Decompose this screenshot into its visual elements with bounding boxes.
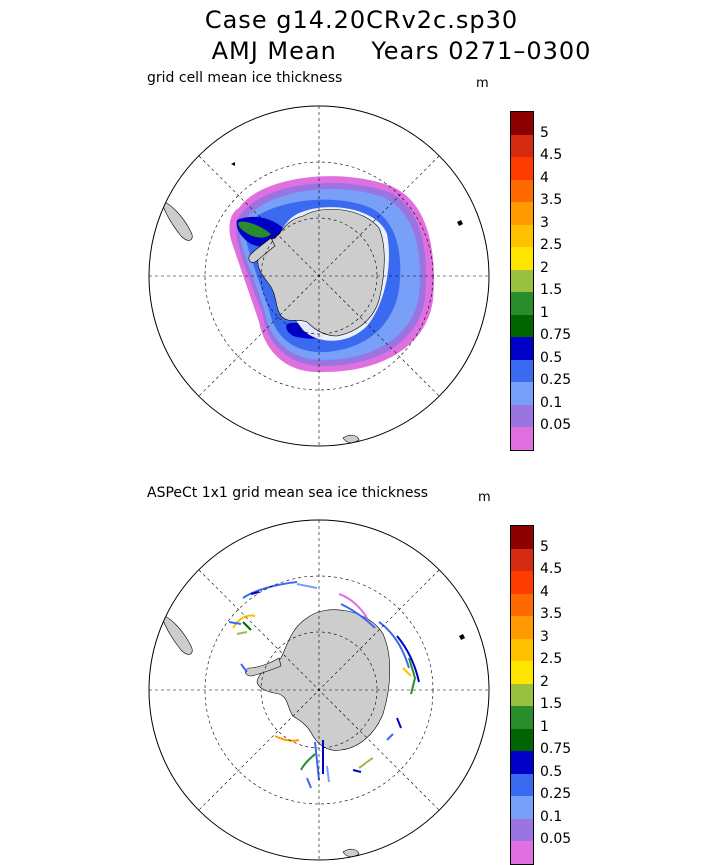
colorbar-tick-label: 1.5 (540, 282, 563, 298)
colorbar-tick-label: 0.5 (540, 763, 563, 780)
colorbar-tick-label: 3 (540, 628, 549, 645)
colorbar-swatch (511, 818, 533, 841)
colorbar-tick-label: 5 (540, 124, 549, 141)
colorbar-swatch (511, 728, 533, 751)
south-america-land (160, 613, 193, 655)
colorbar-swatch (511, 337, 533, 360)
colorbar-swatch (511, 751, 533, 774)
colorbar-swatch (511, 157, 533, 180)
colorbar-tick-label: 0.1 (540, 808, 563, 825)
colorbar-swatch (511, 359, 533, 382)
colorbar-tick-label: 2.5 (540, 237, 563, 253)
colorbar-swatch (511, 427, 533, 450)
colorbar-tick-label: 0.5 (540, 349, 563, 366)
colorbar-swatch (511, 571, 533, 594)
colorbar-tick-label: 4 (540, 583, 549, 600)
colorbar-tick-label: 1 (540, 718, 549, 735)
colorbar-tick-label: 0.75 (540, 741, 572, 757)
colorbar-tick-label: 0.25 (540, 786, 572, 802)
colorbar-tick-label: 0.25 (540, 372, 572, 388)
colorbar-tick-label: 4.5 (540, 561, 563, 577)
panel-2-label: ASPeCt 1x1 grid mean sea ice thickness (147, 485, 429, 501)
ice-green-weddell (238, 221, 271, 238)
panel-2-unit: m (478, 490, 491, 505)
colorbar-swatch (511, 638, 533, 661)
colorbar-swatch (511, 247, 533, 270)
colorbar-tick-label: 4.5 (540, 147, 563, 163)
colorbar-swatch (511, 224, 533, 247)
panel-1-label: grid cell mean ice thickness (147, 70, 343, 86)
ice-observations (228, 581, 420, 789)
colorbar-tick-label: 4 (540, 169, 549, 186)
panel-2-colorbar (510, 525, 534, 865)
colorbar-tick-label: 2.5 (540, 651, 563, 667)
colorbar-tick-label: 3 (540, 214, 549, 231)
colorbar-tick-label: 3.5 (540, 606, 563, 622)
colorbar-swatch (511, 796, 533, 819)
colorbar-tick-label: 2 (540, 673, 549, 690)
colorbar-swatch (511, 593, 533, 616)
colorbar-swatch (511, 683, 533, 706)
panel-2-map (148, 519, 490, 861)
colorbar-swatch (511, 526, 533, 549)
colorbar-tick-label: 5 (540, 538, 549, 555)
colorbar-swatch (511, 773, 533, 796)
colorbar-tick-label: 0.75 (540, 327, 572, 343)
colorbar-tick-label: 0.05 (540, 831, 572, 847)
colorbar-swatch (511, 292, 533, 315)
colorbar-swatch (511, 548, 533, 571)
colorbar-swatch (511, 202, 533, 225)
panel-1-unit: m (476, 76, 489, 91)
colorbar-tick-label: 0.1 (540, 394, 563, 411)
panel-1-map (148, 105, 490, 447)
colorbar-swatch (511, 112, 533, 135)
colorbar-swatch (511, 269, 533, 292)
colorbar-swatch (511, 706, 533, 729)
colorbar-swatch (511, 134, 533, 157)
colorbar-tick-label: 3.5 (540, 192, 563, 208)
colorbar-swatch (511, 841, 533, 864)
colorbar-swatch (511, 616, 533, 639)
colorbar-tick-label: 1 (540, 304, 549, 321)
colorbar-swatch (511, 179, 533, 202)
title-line-1: Case g14.20CRv2c.sp30 (204, 6, 519, 34)
colorbar-swatch (511, 661, 533, 684)
panel-1-colorbar (510, 111, 534, 451)
title-line-2: AMJ Mean Years 0271–0300 (211, 37, 592, 65)
colorbar-tick-label: 1.5 (540, 696, 563, 712)
south-america-land (160, 199, 193, 241)
colorbar-swatch (511, 314, 533, 337)
colorbar-swatch (511, 382, 533, 405)
colorbar-tick-label: 0.05 (540, 417, 572, 433)
colorbar-swatch (511, 404, 533, 427)
antarctica-land (256, 609, 391, 751)
colorbar-tick-label: 2 (540, 259, 549, 276)
